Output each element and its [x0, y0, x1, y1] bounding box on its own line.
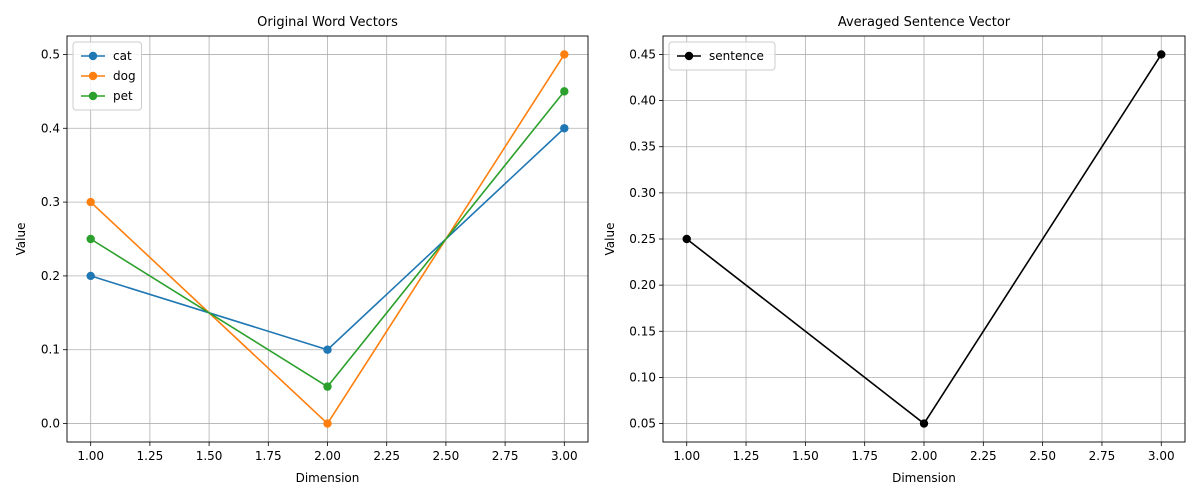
- x-tick-label: 3.00: [551, 449, 578, 463]
- data-point-pet: [86, 234, 95, 244]
- y-tick-label: 0.0: [41, 417, 60, 431]
- legend-label-cat: cat: [113, 49, 132, 63]
- data-point-sentence: [682, 234, 691, 244]
- chart-panel-sentence-vector: 1.00 1.25 1.50 1.75 2.00 2.25 2.50 2.75 3.00 0.05…: [603, 15, 1186, 485]
- legend-marker-cat: [88, 51, 98, 61]
- y-tick-label: 0.30: [629, 186, 656, 200]
- x-axis-label: Dimension: [296, 471, 360, 485]
- y-tick-label: 0.25: [629, 232, 656, 246]
- y-tick-label: 0.4: [41, 121, 60, 135]
- chart-title: Averaged Sentence Vector: [838, 15, 1011, 30]
- plot-frame: [66, 35, 589, 443]
- legend-label-pet: pet: [113, 89, 133, 103]
- y-axis-label: Value: [603, 223, 617, 256]
- y-tick-label: 0.35: [629, 140, 656, 154]
- x-tick-label: 2.25: [373, 449, 400, 463]
- y-axis-label: Value: [14, 223, 28, 256]
- x-tick-label: 2.50: [433, 449, 460, 463]
- x-tick-label: 1.00: [77, 449, 104, 463]
- y-tick-label: 0.15: [629, 324, 656, 338]
- x-tick-label: 1.50: [196, 449, 223, 463]
- x-axis-label: Dimension: [892, 471, 956, 485]
- y-tick-label: 0.45: [629, 47, 656, 61]
- x-tick-label: 2.00: [911, 449, 938, 463]
- x-tick-label: 1.25: [137, 449, 164, 463]
- y-tick-label: 0.10: [629, 370, 656, 384]
- legend-marker-dog: [88, 71, 98, 81]
- legend-label-sentence: sentence: [709, 49, 764, 63]
- y-tick-label: 0.3: [41, 195, 60, 209]
- x-tick-label: 1.00: [673, 449, 700, 463]
- x-tick-label: 2.75: [1089, 449, 1116, 463]
- legend-marker-sentence: [684, 51, 694, 61]
- data-point-cat: [86, 271, 95, 281]
- x-tick-label: 2.50: [1029, 449, 1056, 463]
- plot-frame: [662, 35, 1186, 443]
- data-point-sentence: [919, 419, 929, 428]
- data-point-pet: [560, 87, 569, 96]
- legend-marker-pet: [88, 91, 98, 101]
- data-point-dog: [86, 197, 95, 207]
- y-tick-label: 0.1: [41, 343, 60, 357]
- y-tick-label: 0.05: [629, 417, 656, 431]
- data-point-cat: [323, 345, 332, 354]
- y-tick-label: 0.5: [41, 47, 60, 61]
- data-point-dog: [323, 419, 332, 428]
- chart-title: Original Word Vectors: [257, 15, 398, 30]
- data-point-pet: [323, 382, 332, 391]
- x-tick-label: 1.50: [792, 449, 819, 463]
- x-tick-label: 3.00: [1148, 449, 1175, 463]
- x-tick-label: 2.25: [970, 449, 997, 463]
- x-tick-label: 1.75: [255, 449, 282, 463]
- data-point-dog: [560, 50, 569, 59]
- data-point-cat: [560, 124, 569, 133]
- x-tick-label: 2.75: [492, 449, 519, 463]
- data-point-sentence: [1157, 50, 1166, 59]
- chart-panel-word-vectors: 1.00 1.25 1.50 1.75 2.00 2.25 2.50 2.75 3.00 0.0 0…: [14, 15, 589, 485]
- legend: sentence: [668, 41, 776, 71]
- legend: cat dog pet: [72, 41, 142, 111]
- y-tick-label: 0.2: [41, 269, 60, 283]
- y-tick-label: 0.20: [629, 278, 656, 292]
- x-tick-label: 1.25: [733, 449, 760, 463]
- y-tick-label: 0.40: [629, 94, 656, 108]
- legend-box: [668, 41, 776, 71]
- legend-label-dog: dog: [113, 69, 136, 83]
- x-tick-label: 2.00: [314, 449, 341, 463]
- x-tick-label: 1.75: [851, 449, 878, 463]
